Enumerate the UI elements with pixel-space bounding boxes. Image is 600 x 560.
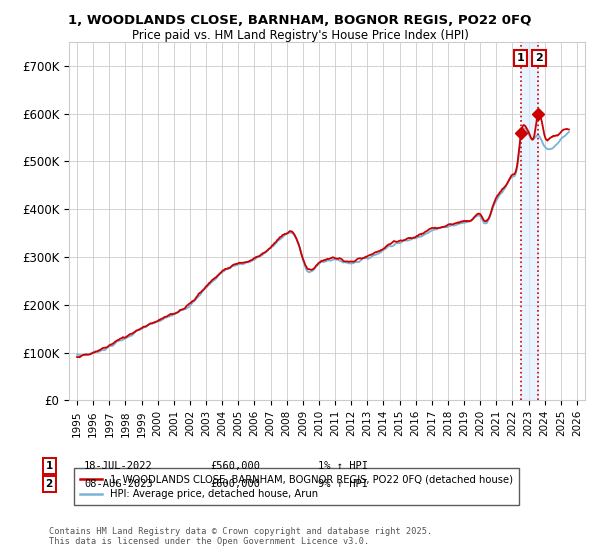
Text: 1, WOODLANDS CLOSE, BARNHAM, BOGNOR REGIS, PO22 0FQ: 1, WOODLANDS CLOSE, BARNHAM, BOGNOR REGI… xyxy=(68,14,532,27)
Text: 1% ↑ HPI: 1% ↑ HPI xyxy=(318,461,368,471)
Text: 08-AUG-2023: 08-AUG-2023 xyxy=(84,479,153,489)
Text: 1: 1 xyxy=(46,461,53,471)
Text: 18-JUL-2022: 18-JUL-2022 xyxy=(84,461,153,471)
Text: Contains HM Land Registry data © Crown copyright and database right 2025.
This d: Contains HM Land Registry data © Crown c… xyxy=(49,526,433,546)
Text: 1: 1 xyxy=(517,53,524,63)
Text: £600,000: £600,000 xyxy=(210,479,260,489)
Text: Price paid vs. HM Land Registry's House Price Index (HPI): Price paid vs. HM Land Registry's House … xyxy=(131,29,469,42)
Text: £560,000: £560,000 xyxy=(210,461,260,471)
Bar xyxy=(521,42,538,400)
Legend: 1, WOODLANDS CLOSE, BARNHAM, BOGNOR REGIS, PO22 0FQ (detached house), HPI: Avera: 1, WOODLANDS CLOSE, BARNHAM, BOGNOR REGI… xyxy=(74,468,519,505)
Text: 2: 2 xyxy=(535,53,543,63)
Text: 9% ↑ HPI: 9% ↑ HPI xyxy=(318,479,368,489)
Text: 2: 2 xyxy=(46,479,53,489)
